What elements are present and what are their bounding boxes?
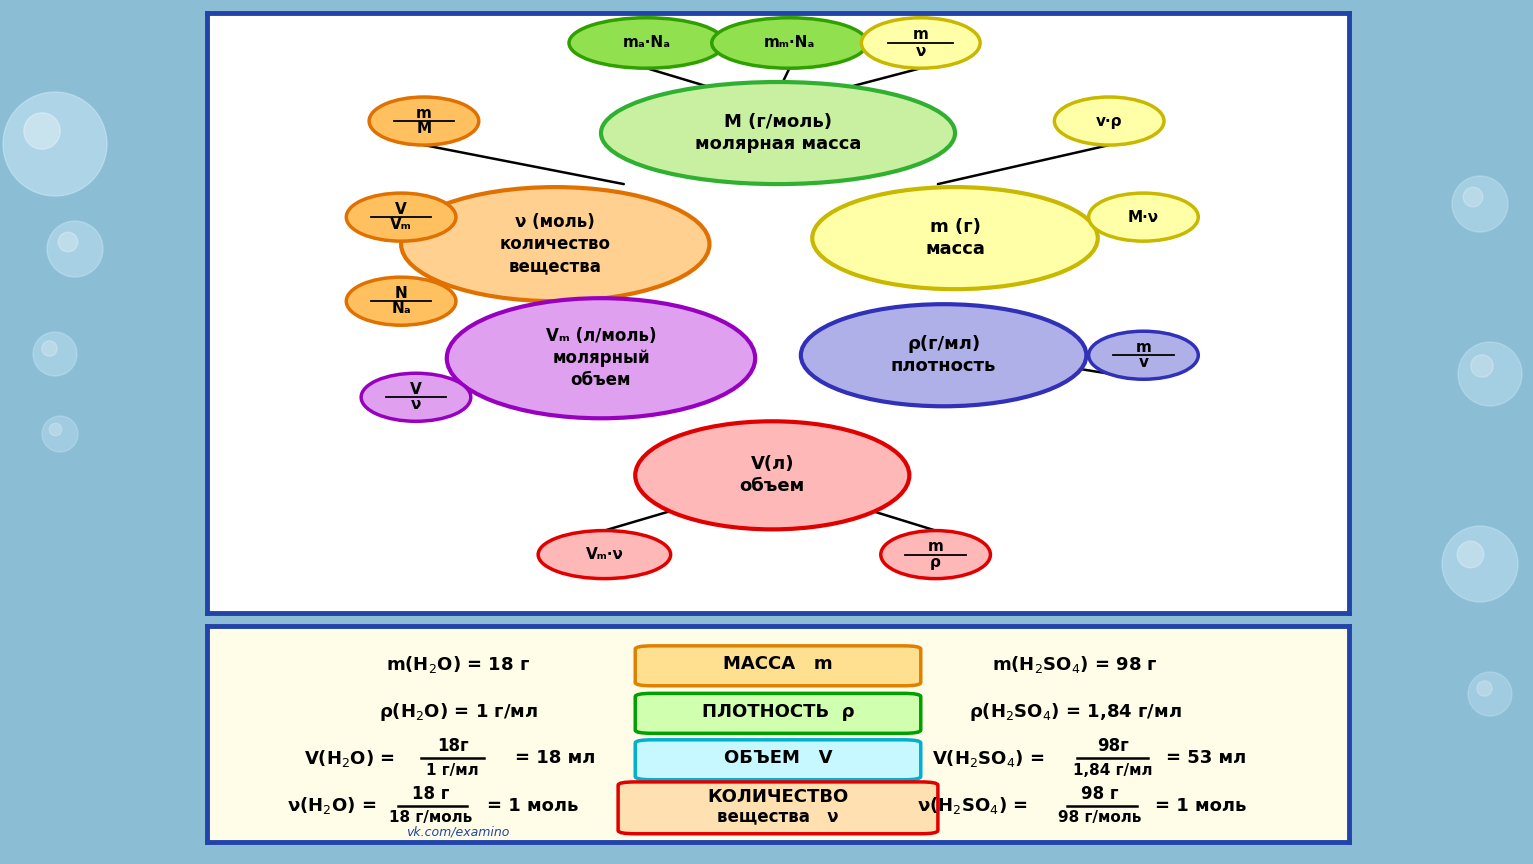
Text: 98 г/моль: 98 г/моль: [1058, 810, 1142, 825]
Text: 18 г/моль: 18 г/моль: [389, 810, 472, 825]
Text: ОБЪЕМ   V: ОБЪЕМ V: [724, 749, 832, 767]
Text: m(H$_2$SO$_4$) = 98 г: m(H$_2$SO$_4$) = 98 г: [992, 654, 1157, 675]
Text: Nₐ: Nₐ: [391, 302, 411, 316]
Text: ν (моль)
количество
вещества: ν (моль) количество вещества: [500, 213, 610, 276]
Text: ρ(г/мл)
плотность: ρ(г/мл) плотность: [891, 335, 996, 375]
FancyBboxPatch shape: [618, 782, 938, 834]
Circle shape: [1462, 187, 1482, 206]
Ellipse shape: [346, 277, 455, 325]
Circle shape: [49, 423, 61, 435]
Text: = 1 моль: = 1 моль: [487, 797, 578, 815]
Circle shape: [41, 340, 57, 356]
Text: vk.com/examino: vk.com/examino: [406, 825, 510, 838]
Text: V: V: [411, 382, 422, 397]
Ellipse shape: [369, 97, 478, 145]
Ellipse shape: [538, 530, 670, 579]
Text: ν: ν: [915, 43, 926, 59]
Text: M: M: [417, 121, 431, 137]
Circle shape: [3, 92, 107, 196]
FancyBboxPatch shape: [635, 646, 921, 686]
Text: m: m: [415, 106, 432, 121]
Text: = 53 мл: = 53 мл: [1167, 749, 1246, 767]
Text: КОЛИЧЕСТВО: КОЛИЧЕСТВО: [707, 788, 849, 805]
Text: mₐ·Nₐ: mₐ·Nₐ: [622, 35, 670, 50]
Text: ρ(H$_2$SO$_4$) = 1,84 г/мл: ρ(H$_2$SO$_4$) = 1,84 г/мл: [969, 701, 1182, 722]
Circle shape: [41, 416, 78, 452]
Circle shape: [1470, 355, 1493, 378]
Ellipse shape: [711, 18, 868, 68]
Ellipse shape: [601, 82, 955, 184]
Text: ν(H$_2$O) =: ν(H$_2$O) =: [287, 795, 376, 816]
Text: 18 г: 18 г: [412, 785, 449, 803]
Circle shape: [1452, 176, 1508, 232]
Circle shape: [1458, 342, 1522, 406]
Circle shape: [1476, 681, 1492, 696]
Text: ρ(H$_2$O) = 1 г/мл: ρ(H$_2$O) = 1 г/мл: [379, 701, 538, 722]
Ellipse shape: [812, 187, 1098, 289]
Circle shape: [58, 232, 78, 251]
Ellipse shape: [1088, 331, 1199, 379]
Text: Vₘ (л/моль)
молярный
объем: Vₘ (л/моль) молярный объем: [546, 327, 656, 390]
FancyBboxPatch shape: [635, 693, 921, 734]
Ellipse shape: [362, 373, 471, 422]
Text: ρ: ρ: [931, 555, 941, 569]
Text: ν(H$_2$SO$_4$) =: ν(H$_2$SO$_4$) =: [917, 795, 1029, 816]
Text: 98 г: 98 г: [1081, 785, 1119, 803]
Text: v·ρ: v·ρ: [1096, 113, 1122, 129]
Text: ПЛОТНОСТЬ  ρ: ПЛОТНОСТЬ ρ: [702, 702, 854, 721]
Text: = 18 мл: = 18 мл: [515, 749, 596, 767]
Circle shape: [1443, 526, 1518, 602]
Ellipse shape: [446, 298, 756, 418]
Ellipse shape: [881, 530, 990, 579]
Ellipse shape: [1088, 194, 1199, 241]
Text: V(л)
объем: V(л) объем: [739, 455, 805, 495]
Text: m(H$_2$O) = 18 г: m(H$_2$O) = 18 г: [386, 654, 530, 675]
Text: m: m: [927, 539, 943, 555]
Text: mₘ·Nₐ: mₘ·Nₐ: [763, 35, 816, 50]
Ellipse shape: [402, 187, 710, 302]
Text: = 1 моль: = 1 моль: [1154, 797, 1246, 815]
Text: V(H$_2$SO$_4$) =: V(H$_2$SO$_4$) =: [932, 747, 1044, 769]
Text: 18г: 18г: [437, 737, 468, 755]
Ellipse shape: [862, 18, 980, 68]
Text: вещества   ν: вещества ν: [717, 807, 839, 825]
Text: m: m: [912, 28, 929, 42]
Text: v: v: [1139, 355, 1148, 371]
Circle shape: [34, 332, 77, 376]
Text: 98г: 98г: [1096, 737, 1128, 755]
Text: МАССА   m: МАССА m: [724, 655, 832, 673]
Text: N: N: [394, 286, 408, 301]
Text: M·ν: M·ν: [1128, 210, 1159, 225]
Text: ν: ν: [411, 397, 422, 412]
Text: M (г/моль)
молярная масса: M (г/моль) молярная масса: [694, 113, 862, 153]
FancyBboxPatch shape: [635, 740, 921, 779]
Circle shape: [48, 221, 103, 277]
Text: V(H$_2$O) =: V(H$_2$O) =: [304, 747, 396, 769]
Text: m: m: [1136, 340, 1151, 355]
Ellipse shape: [346, 194, 455, 241]
Circle shape: [25, 113, 60, 149]
Text: 1 г/мл: 1 г/мл: [426, 763, 478, 778]
Ellipse shape: [569, 18, 724, 68]
Circle shape: [1469, 672, 1512, 716]
Text: V: V: [396, 202, 406, 217]
Ellipse shape: [1055, 97, 1164, 145]
Ellipse shape: [800, 304, 1087, 406]
Text: Vₘ: Vₘ: [391, 218, 412, 232]
Circle shape: [1458, 541, 1484, 568]
Text: Vₘ·ν: Vₘ·ν: [586, 547, 624, 562]
Text: 1,84 г/мл: 1,84 г/мл: [1073, 763, 1153, 778]
Ellipse shape: [635, 422, 909, 530]
Text: m (г)
масса: m (г) масса: [924, 218, 986, 258]
